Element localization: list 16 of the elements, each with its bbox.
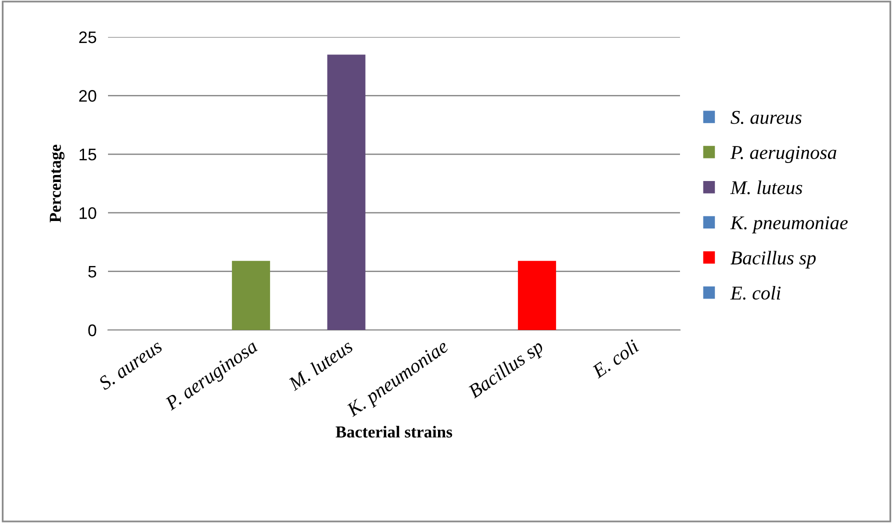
legend-label: S. aureus [730, 110, 802, 124]
x-tick-label: M. luteus [286, 338, 354, 392]
legend-label: P. aeruginosa [730, 146, 836, 164]
y-axis-title: Percentage [50, 144, 64, 222]
y-tick-label: 20 [79, 90, 96, 102]
y-tick-label: 10 [80, 207, 96, 220]
y-tick-label: 0 [88, 324, 96, 336]
legend-label: E. coli [730, 286, 781, 300]
legend-label: M. luteus [730, 180, 802, 194]
legend-label: Bacillus sp [730, 250, 816, 268]
y-tick-label: 15 [80, 148, 96, 160]
x-tick-label: E. coli [590, 338, 640, 379]
legend-label: K. pneumoniae [730, 216, 848, 234]
x-axis-title: Bacterial strains [336, 426, 452, 438]
y-tick-label: 25 [79, 31, 96, 44]
y-tick-label: 5 [88, 266, 96, 278]
